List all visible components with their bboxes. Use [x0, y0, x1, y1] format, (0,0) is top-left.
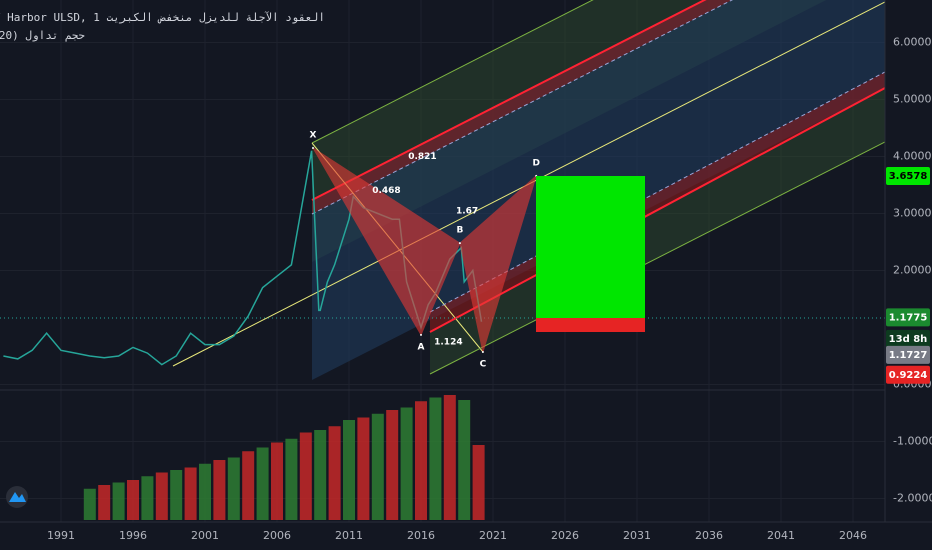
price-tag — [886, 167, 930, 186]
pattern-point — [481, 351, 484, 354]
x-tick-label: 2006 — [263, 529, 291, 542]
volume-bar — [443, 395, 456, 520]
pattern-leg — [312, 147, 461, 337]
x-tick-label: 2001 — [191, 529, 219, 542]
y-tick-label: 2.0000 — [893, 264, 932, 277]
pattern-label: A — [418, 342, 425, 352]
target-box — [536, 176, 645, 318]
price-tag-label: 1.1727 — [889, 350, 928, 361]
volume-bar — [227, 457, 240, 520]
x-tick-label: 2026 — [551, 529, 579, 542]
price-tag-label: 3.6578 — [889, 171, 928, 182]
channel-line — [311, 0, 594, 144]
volume-bar — [184, 467, 197, 520]
price-tag-label: 13d 8h — [889, 334, 928, 345]
symbol-title: العقود الآجلة للديزل منخفض الكبريت NY Ha… — [0, 11, 325, 24]
volume-bar — [98, 485, 111, 520]
y-tick-label: -2.0000 — [893, 492, 932, 505]
volume-bar — [429, 397, 442, 520]
volume-bar — [141, 476, 154, 520]
pattern-label: D — [532, 158, 539, 168]
volume-bar — [170, 470, 183, 520]
y-tick-label: 5.0000 — [893, 93, 932, 106]
x-tick-label: 1996 — [119, 529, 147, 542]
logo[interactable] — [6, 486, 28, 508]
volume-bar — [314, 430, 327, 520]
x-tick-label: 2011 — [335, 529, 363, 542]
volume-bar — [199, 463, 211, 520]
x-tick-label: 2036 — [695, 529, 723, 542]
volume-bar — [285, 438, 298, 520]
x-tick-label: 2031 — [623, 529, 651, 542]
pattern-point — [420, 333, 422, 336]
volume-bar — [271, 442, 283, 520]
ratio-label: 1.67 — [456, 207, 478, 217]
volume-bar — [400, 407, 413, 520]
volume-bar — [299, 432, 312, 520]
volume-bar — [328, 426, 341, 520]
pattern-point — [312, 146, 314, 149]
x-tick-label: 2021 — [479, 529, 507, 542]
y-tick-label: -1.0000 — [893, 435, 932, 448]
pattern-leg — [459, 174, 538, 353]
volume-title: حجم تداول (20) — [0, 29, 85, 42]
volume-bar — [357, 417, 370, 520]
y-tick-label: 4.0000 — [893, 150, 932, 163]
volume-bar — [112, 482, 125, 520]
x-tick-label: 2041 — [767, 529, 795, 542]
volume — [83, 395, 485, 520]
volume-bar — [472, 445, 485, 520]
ratio-label: 1.124 — [434, 337, 462, 347]
price-tag-label: 1.1775 — [889, 312, 928, 323]
x-tick-label: 2016 — [407, 529, 435, 542]
pattern-label: C — [480, 360, 487, 370]
pattern-label: B — [456, 226, 463, 236]
channel-fill — [312, 0, 732, 214]
x-tick-label: 1991 — [47, 529, 75, 542]
pattern-label: X — [310, 130, 317, 140]
price-tag-label: 0.9224 — [889, 370, 928, 381]
ratio-label: 0.821 — [408, 152, 436, 162]
volume-bar — [386, 410, 399, 520]
stop-box — [536, 318, 645, 332]
channel-line — [429, 87, 885, 333]
volume-bar — [458, 400, 471, 520]
volume-bar — [83, 488, 96, 520]
y-tick-label: 6.0000 — [893, 36, 932, 49]
price-tag — [886, 365, 930, 384]
y-tick-label: 3.0000 — [893, 207, 932, 220]
volume-bar — [127, 480, 139, 520]
volume-bar — [155, 472, 168, 520]
price-tag — [886, 345, 930, 364]
volume-bar — [256, 447, 269, 520]
volume-bar — [343, 420, 355, 520]
channel-line — [429, 141, 885, 375]
volume-bar — [371, 413, 384, 520]
ratio-label: 0.468 — [372, 186, 400, 196]
volume-bar — [242, 451, 255, 520]
channel-line — [311, 0, 734, 215]
channel-line — [311, 0, 707, 201]
x-tick-label: 2046 — [839, 529, 867, 542]
price-tag — [886, 308, 930, 327]
harmonic-pattern: X A B C D 0.821 0.468 1.67 1.124 — [310, 130, 540, 369]
price-tag — [886, 329, 930, 348]
volume-bar — [213, 460, 226, 520]
pattern-point — [458, 242, 461, 245]
volume-bar — [415, 401, 427, 520]
